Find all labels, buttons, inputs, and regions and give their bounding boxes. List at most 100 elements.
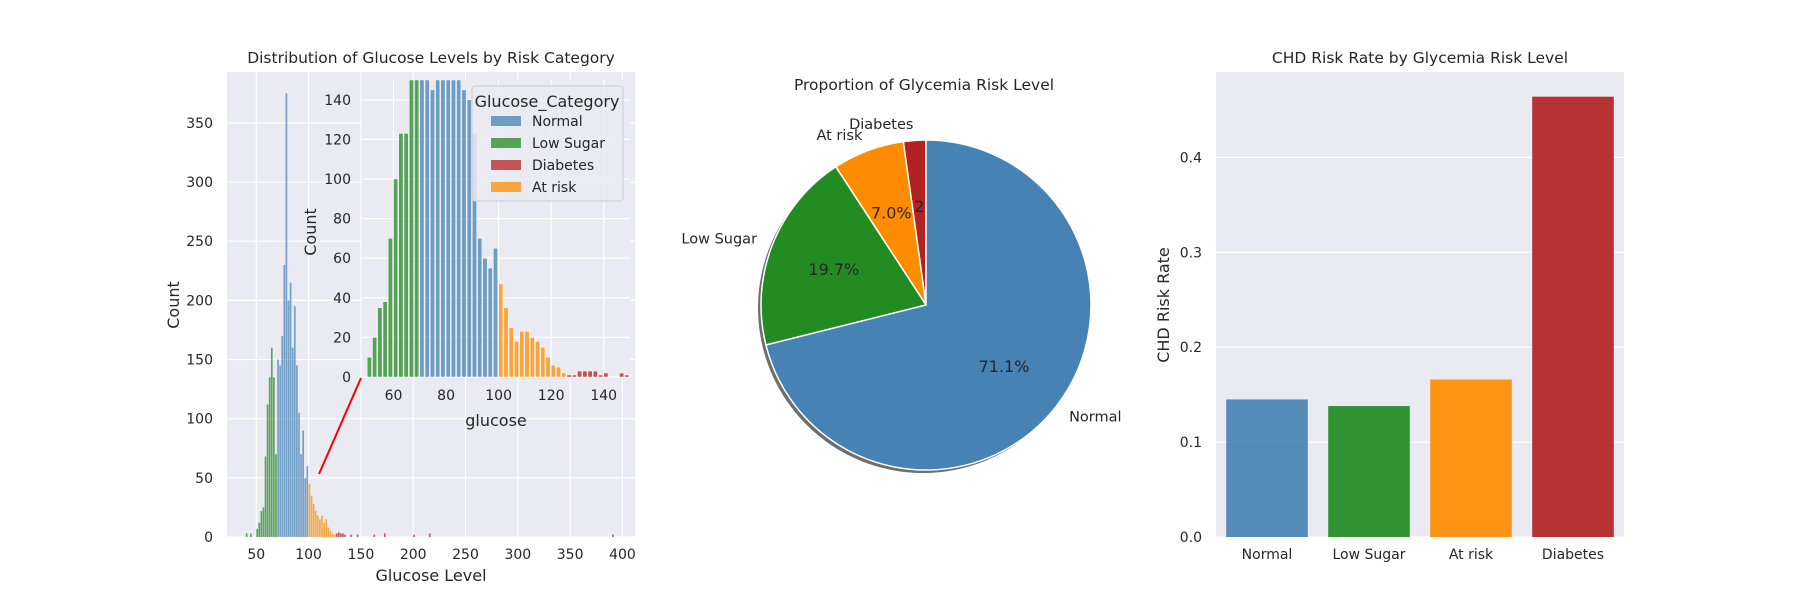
inset-bar <box>598 374 603 378</box>
histogram-bar <box>304 477 307 537</box>
inset-bar <box>582 370 588 378</box>
histogram-bar <box>342 533 344 537</box>
histogram-bar <box>260 510 263 537</box>
histogram-y-axis-label: Count <box>164 281 183 329</box>
chd-risk-bar <box>1430 379 1512 537</box>
legend-entry-label: Normal <box>532 114 583 130</box>
chd-risk-bar-panel: Normal Low Sugar At risk Diabetes 0.0 0.1 0.2 0… <box>1154 49 1624 563</box>
inset-bar <box>430 89 435 378</box>
histogram-bar <box>356 534 359 537</box>
histogram-bar <box>245 533 248 537</box>
inset-x-tick-label: 100 <box>485 388 512 404</box>
legend-entry-label: At risk <box>532 180 577 196</box>
histogram-bar <box>268 377 271 537</box>
histogram-bar <box>306 466 309 537</box>
inset-bar <box>561 372 567 378</box>
bar-chart-x-tick-label: Normal <box>1242 547 1293 563</box>
histogram-bar <box>289 282 292 537</box>
histogram-bar <box>302 430 305 537</box>
inset-bar <box>540 347 546 378</box>
chd-risk-bar <box>1328 406 1410 537</box>
histogram-bar <box>312 503 315 537</box>
inset-bar <box>451 79 456 378</box>
inset-bar <box>556 366 561 378</box>
histogram-bar <box>337 532 340 537</box>
inset-y-tick-label: 140 <box>324 93 351 109</box>
bar-chart-y-tick-label: 0.0 <box>1180 530 1202 546</box>
inset-bar <box>519 331 525 378</box>
histogram-bar <box>298 412 300 537</box>
pie-slice-label: Diabetes <box>849 117 913 133</box>
inset-bar <box>514 341 519 378</box>
inset-bar <box>456 79 462 378</box>
histogram-bar <box>291 347 294 537</box>
histogram-bar <box>327 527 330 537</box>
inset-y-tick-label: 40 <box>333 291 351 307</box>
bar-chart-x-tick-label: At risk <box>1449 547 1494 563</box>
legend-swatch <box>491 160 521 170</box>
inset-bar <box>461 89 467 378</box>
histogram-bar <box>296 365 298 537</box>
inset-bar <box>477 238 483 378</box>
inset-bar <box>535 341 540 378</box>
pie-slice-label: Normal <box>1069 410 1121 426</box>
inset-bar <box>409 79 414 378</box>
histogram-x-tick-label: 200 <box>400 547 427 563</box>
histogram-x-axis-label: Glucose Level <box>375 566 486 585</box>
histogram-bar <box>256 528 258 537</box>
histogram-y-tick-label: 250 <box>186 234 213 250</box>
inset-bar <box>466 99 472 378</box>
histogram-bar <box>339 533 342 537</box>
pie-title: Proportion of Glycemia Risk Level <box>794 76 1054 94</box>
inset-legend: Glucose_Category Normal Low Sugar Diabetes… <box>471 85 624 202</box>
histogram-bar <box>266 404 269 537</box>
bar-chart-x-tick-label: Low Sugar <box>1332 547 1405 563</box>
histogram-bar <box>428 533 431 537</box>
inset-bar <box>435 79 441 378</box>
inset-bar <box>393 178 398 378</box>
inset-bar <box>529 337 535 378</box>
histogram-bar <box>350 534 353 537</box>
histogram-bar <box>323 522 325 537</box>
legend-entry-label: Diabetes <box>532 158 594 174</box>
histogram-bar <box>333 534 336 537</box>
inset-bar <box>498 283 504 378</box>
histogram-bar <box>281 335 284 537</box>
histogram-y-tick-label: 350 <box>186 116 213 132</box>
histogram-bar <box>611 534 614 537</box>
histogram-bar <box>285 93 288 538</box>
inset-bar <box>577 370 582 378</box>
histogram-y-tick-label: 200 <box>186 293 213 309</box>
inset-y-tick-label: 120 <box>324 132 351 148</box>
histogram-title: Distribution of Glucose Levels by Risk C… <box>247 49 615 67</box>
inset-y-axis-label: Count <box>301 208 320 256</box>
pie-slice-label: Low Sugar <box>681 232 757 248</box>
pie-percent-label: 19.7% <box>808 260 859 279</box>
bar-chart-y-tick-label: 0.3 <box>1180 245 1202 261</box>
chd-risk-bar <box>1226 399 1308 537</box>
histogram-y-tick-label: 50 <box>195 471 213 487</box>
legend-swatch <box>491 138 521 148</box>
legend-title: Glucose_Category <box>475 92 620 112</box>
inset-y-tick-label: 0 <box>342 370 351 386</box>
histogram-x-tick-label: 150 <box>348 547 375 563</box>
inset-x-tick-label: 60 <box>385 388 403 404</box>
inset-bar <box>493 248 498 378</box>
inset-bar <box>372 337 377 378</box>
inset-bar <box>414 79 420 378</box>
inset-x-tick-label: 140 <box>590 388 617 404</box>
histogram-bar <box>329 531 332 537</box>
inset-bar <box>403 133 409 378</box>
histogram-bar <box>275 454 277 537</box>
histogram-bar <box>300 454 302 537</box>
inset-x-tick-label: 120 <box>538 388 565 404</box>
histogram-bar <box>273 377 275 537</box>
histogram-bar <box>383 533 386 537</box>
histogram-y-tick-label: 150 <box>186 353 213 369</box>
legend-entry-label: Low Sugar <box>532 136 605 152</box>
pie-percent-label: 71.1% <box>979 357 1030 376</box>
histogram-bar <box>270 347 273 537</box>
pie-slice <box>765 139 1092 471</box>
inset-y-tick-label: 80 <box>333 212 351 228</box>
histogram-bar <box>321 515 323 537</box>
